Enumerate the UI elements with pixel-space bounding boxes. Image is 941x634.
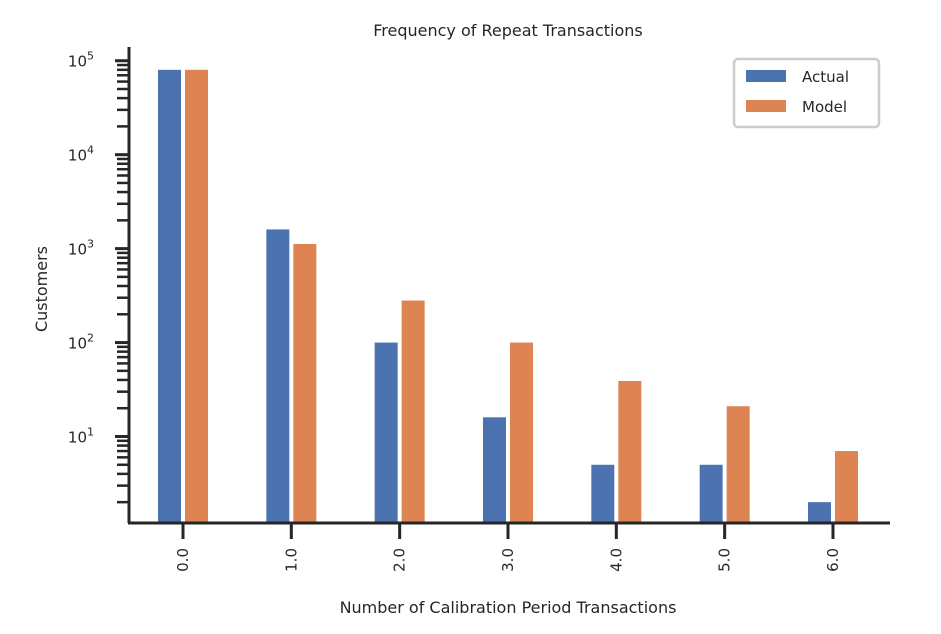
- legend-swatch-model: [746, 100, 786, 112]
- x-axis-label: Number of Calibration Period Transaction…: [340, 598, 677, 617]
- bar-actual-6: [807, 502, 831, 523]
- bar-actual-2: [374, 342, 398, 523]
- bar-actual-4: [591, 464, 615, 523]
- y-tick-label: 102: [68, 332, 94, 353]
- bar-model-4: [618, 380, 642, 523]
- y-tick-label: 105: [68, 50, 94, 71]
- bar-actual-5: [699, 464, 723, 523]
- bars-group: [158, 69, 858, 524]
- y-axis-label: Customers: [32, 246, 51, 332]
- y-tick-label: 103: [68, 238, 94, 259]
- x-tick-label: 5.0: [716, 548, 734, 572]
- legend-label-model: Model: [802, 98, 847, 116]
- bar-model-1: [293, 243, 317, 523]
- y-axis-ticks: 105 104 103 102 101: [68, 50, 129, 504]
- legend: Actual Model: [732, 57, 881, 129]
- bar-model-5: [726, 406, 750, 523]
- x-tick-label: 2.0: [391, 548, 409, 572]
- bar-model-2: [401, 300, 425, 523]
- bar-actual-1: [266, 229, 290, 523]
- chart-title: Frequency of Repeat Transactions: [373, 21, 643, 40]
- bar-model-6: [834, 451, 858, 523]
- x-tick-label: 0.0: [174, 548, 192, 572]
- bar-actual-0: [158, 69, 181, 524]
- bar-actual-3: [482, 417, 506, 523]
- y-tick-label: 101: [68, 425, 94, 446]
- x-tick-label: 4.0: [607, 548, 625, 572]
- x-tick-label: 3.0: [499, 548, 517, 572]
- legend-label-actual: Actual: [802, 68, 849, 86]
- legend-swatch-actual: [746, 70, 786, 82]
- bar-model-0: [185, 69, 208, 524]
- bar-model-3: [509, 342, 533, 523]
- x-axis-ticks: 0.0 1.0 2.0 3.0 4.0 5.0 6.0: [174, 523, 842, 572]
- x-tick-label: 6.0: [824, 548, 842, 572]
- y-tick-label: 104: [68, 144, 94, 165]
- x-tick-label: 1.0: [282, 548, 300, 572]
